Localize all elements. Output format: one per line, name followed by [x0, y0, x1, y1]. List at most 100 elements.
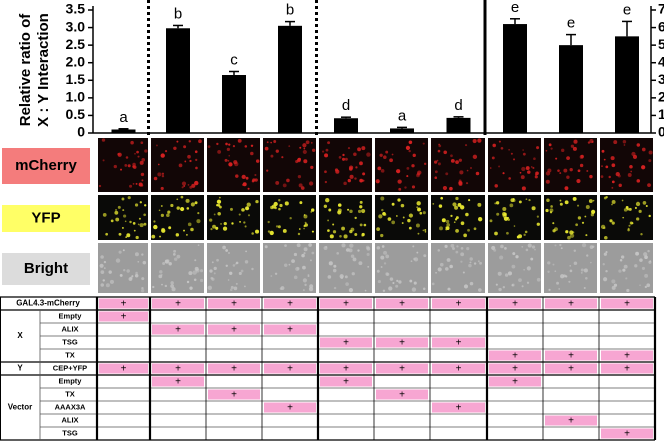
cell [266, 169, 269, 172]
cell [559, 243, 562, 247]
plus-cell [376, 337, 428, 348]
cell [622, 268, 626, 272]
cell [366, 252, 370, 257]
cell [591, 209, 596, 214]
cell [251, 179, 255, 183]
cell [207, 285, 213, 290]
cell [361, 208, 366, 214]
cell [563, 168, 568, 173]
plus-cell [376, 363, 428, 374]
plus-cell [264, 298, 316, 309]
cell [573, 249, 577, 252]
cell [142, 260, 147, 265]
cell [303, 224, 306, 228]
cell [648, 214, 651, 218]
cell [619, 259, 623, 262]
cell [583, 287, 586, 290]
cell [266, 141, 269, 144]
cell [170, 281, 174, 285]
cell [233, 286, 238, 291]
cell [181, 181, 187, 186]
cell [388, 286, 393, 291]
cell [408, 140, 413, 145]
cell [545, 179, 550, 184]
cell [274, 206, 277, 210]
cell [102, 279, 105, 282]
y-axis-label: Relative ratio of [17, 13, 34, 127]
cell [110, 219, 114, 223]
cell [450, 154, 453, 158]
cell [293, 275, 298, 280]
cell [173, 249, 177, 253]
plus-cell [264, 363, 316, 374]
cell [176, 254, 181, 259]
cell [557, 169, 560, 172]
cell [462, 271, 465, 274]
cell [512, 252, 516, 256]
cell [554, 244, 557, 247]
cell [468, 263, 472, 268]
cell [199, 278, 204, 283]
cell [333, 264, 337, 268]
plus: + [512, 351, 518, 362]
plus-cell [432, 337, 485, 348]
cell [423, 162, 427, 166]
significance-letter: e [567, 15, 575, 32]
cell [506, 231, 509, 235]
cell [349, 174, 354, 179]
cell [416, 201, 421, 206]
cell [159, 270, 163, 274]
cell [354, 177, 357, 180]
cell [180, 195, 184, 199]
cell [548, 288, 551, 291]
cell [643, 252, 648, 257]
plus: + [343, 364, 349, 375]
significance-letter: c [230, 51, 238, 68]
cell [579, 163, 584, 168]
bar [615, 36, 639, 133]
cell [608, 175, 611, 179]
cell [455, 250, 459, 254]
cell [279, 203, 283, 208]
cell [408, 226, 412, 230]
cell [590, 261, 592, 264]
cell [521, 285, 524, 288]
row-label: ALIX [61, 324, 78, 333]
cell [585, 234, 588, 237]
cell [454, 218, 458, 221]
cell [526, 281, 530, 284]
cell [335, 169, 340, 174]
cell [186, 280, 190, 284]
cell [465, 182, 469, 185]
cell [569, 269, 573, 273]
cell [172, 253, 176, 256]
cell [623, 208, 628, 212]
cell [555, 157, 558, 160]
plus-cell [601, 363, 653, 374]
plus-cell [208, 298, 260, 309]
cell [350, 227, 355, 232]
cell [524, 230, 528, 234]
plus: + [343, 377, 349, 388]
cell [573, 261, 578, 265]
cell [118, 250, 122, 254]
cell [518, 278, 522, 283]
cell [615, 171, 620, 177]
cell [639, 258, 643, 262]
cell [299, 146, 302, 149]
cell [460, 246, 464, 250]
cell [233, 160, 238, 165]
cell [275, 149, 279, 153]
cell [391, 202, 395, 206]
cell [452, 247, 455, 251]
cell [267, 230, 271, 233]
cell [161, 172, 165, 175]
cell [357, 209, 362, 214]
cell [523, 268, 525, 271]
cell [217, 149, 222, 154]
cell [634, 206, 637, 210]
cell [570, 144, 575, 148]
cell [217, 204, 221, 207]
cell [337, 210, 342, 215]
cell [218, 196, 221, 199]
